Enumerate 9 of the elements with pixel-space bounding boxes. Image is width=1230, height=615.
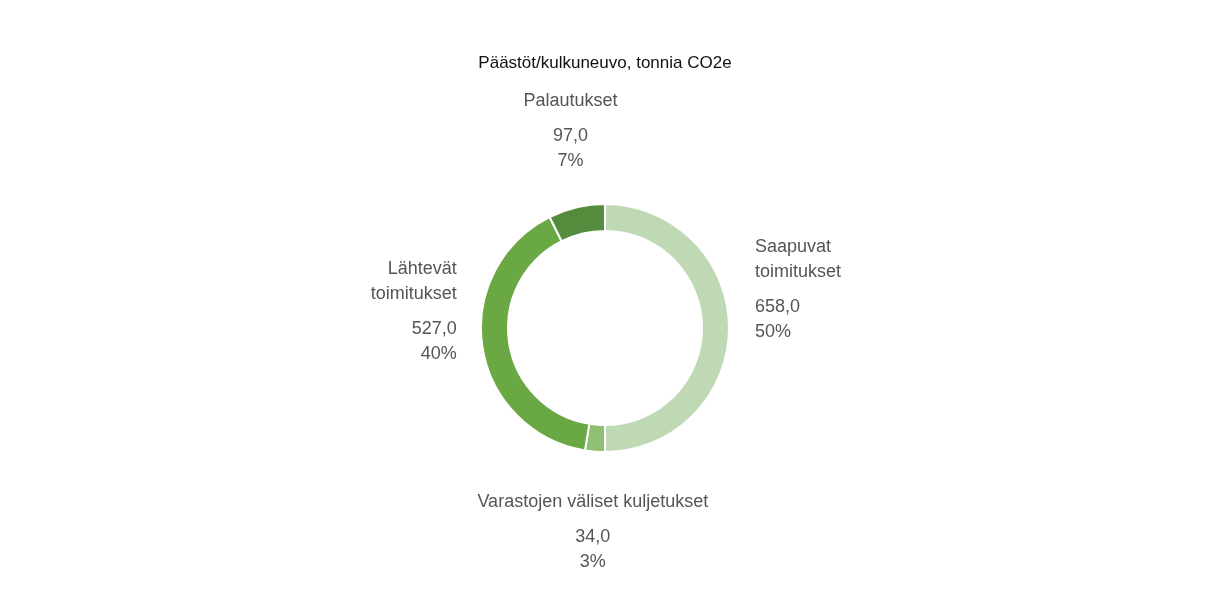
data-label: 527,0 40% xyxy=(411,318,457,364)
data-label: 97,0 7% xyxy=(553,125,589,170)
slice-label: Saapuvat toimitukset xyxy=(755,236,842,281)
slice-label: Lähtevät toimitukset xyxy=(370,258,457,304)
data-label: 658,0 50% xyxy=(755,296,801,341)
slice-label: Palautukset xyxy=(523,90,618,110)
data-label: 34,0 3% xyxy=(575,525,611,571)
slice-label: Varastojen väliset kuljetukset xyxy=(477,490,709,511)
chart-title: Päästöt/kulkuneuvo, tonnia CO2e xyxy=(478,53,732,72)
